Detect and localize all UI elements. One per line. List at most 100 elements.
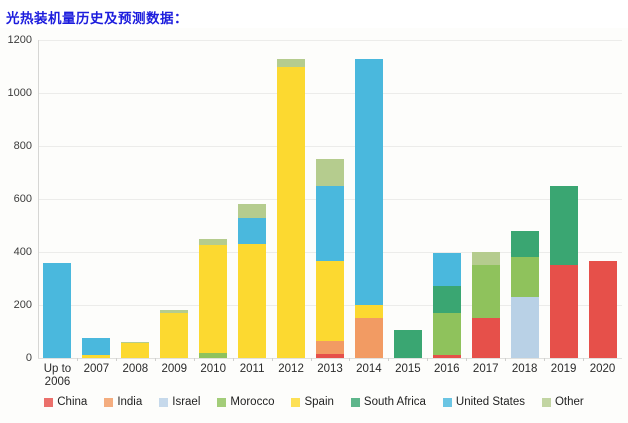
bar-2011 <box>238 40 267 358</box>
x-axis-label: 2020 <box>589 363 616 375</box>
bar-segment-china <box>316 354 344 358</box>
x-tick <box>271 358 273 361</box>
x-tick <box>583 358 585 361</box>
bar-segment-spain <box>354 305 383 319</box>
bar-segment-morocco <box>432 312 461 356</box>
x-tick <box>193 358 195 361</box>
bar-segment-morocco <box>199 352 228 358</box>
legend-item-spain: Spain <box>291 396 334 408</box>
legend-label: Other <box>554 396 584 408</box>
y-axis-line <box>38 40 39 358</box>
gridline-1000 <box>38 93 622 94</box>
legend-item-china: China <box>44 396 87 408</box>
bar-segment-israel <box>510 297 539 358</box>
bar-2017 <box>471 40 500 358</box>
x-tick <box>544 358 546 361</box>
x-tick <box>310 358 312 361</box>
legend-label: India <box>117 396 143 408</box>
legend-swatch-icon <box>44 397 54 407</box>
bar-segment-other <box>121 342 150 344</box>
bar-segment-other <box>277 58 306 67</box>
bar-2013 <box>316 40 344 358</box>
bar-segment-spain <box>316 261 344 341</box>
plot-area: 0 200 400 600 800 1000 1200 Up to 2006 2007 2008 2… <box>8 34 622 388</box>
bar-segment-south-africa <box>393 330 422 358</box>
bar-2020 <box>588 40 617 358</box>
bar-segment-south-africa <box>549 185 578 266</box>
bar-segment-china <box>471 318 500 358</box>
bar-2014 <box>354 40 383 358</box>
bar-segment-spain <box>82 355 111 358</box>
y-tick-label: 1000 <box>7 87 32 99</box>
x-tick <box>154 358 156 361</box>
bar-2018 <box>510 40 539 358</box>
bar-segment-other <box>160 310 189 313</box>
bar-segment-united-states <box>43 262 72 358</box>
x-axis-label: 2015 <box>395 363 421 375</box>
bar-segment-spain <box>199 245 228 353</box>
x-axis-label: 2007 <box>83 363 110 375</box>
bar-up-to-2006 <box>43 40 72 358</box>
y-tick-label: 0 <box>25 352 32 364</box>
x-axis-label: 2018 <box>511 363 538 375</box>
gridline-1200 <box>38 40 622 41</box>
legend-label: Israel <box>172 396 201 408</box>
x-axis-label: 2009 <box>161 363 188 375</box>
x-axis-label: 2019 <box>550 363 577 375</box>
bar-segment-spain <box>121 343 150 358</box>
legend-label: Morocco <box>230 396 275 408</box>
x-tick <box>76 358 78 361</box>
x-tick <box>466 358 468 361</box>
legend-item-morocco: Morocco <box>217 396 274 408</box>
bar-segment-spain <box>277 66 306 358</box>
bar-2015 <box>393 40 422 358</box>
legend-swatch-icon <box>104 397 114 407</box>
legend-swatch-icon <box>217 397 227 407</box>
x-axis-label: 2014 <box>356 363 382 375</box>
bar-segment-other <box>471 252 500 266</box>
x-axis-label: Up to 2006 <box>43 363 72 388</box>
x-axis-label: 2016 <box>434 363 460 375</box>
legend-label: South Africa <box>363 396 426 408</box>
legend-swatch-icon <box>291 397 301 407</box>
bar-2007 <box>82 40 111 358</box>
x-tick <box>115 358 117 361</box>
legend-item-united-states: United States <box>442 396 525 408</box>
page-title: 光热装机量历史及预测数据： <box>6 11 188 26</box>
x-axis-label: 2011 <box>239 363 265 375</box>
legend-label: China <box>57 396 88 408</box>
legend-swatch-icon <box>159 397 169 407</box>
bar-segment-south-africa <box>510 230 539 258</box>
x-tick <box>388 358 390 361</box>
x-tick <box>232 358 234 361</box>
legend-item-south-africa: South Africa <box>350 396 426 408</box>
x-axis-label: 2012 <box>278 363 304 375</box>
y-tick-label: 1200 <box>7 34 32 46</box>
legend-swatch-icon <box>350 397 360 407</box>
bar-2016 <box>432 40 461 358</box>
bar-2019 <box>549 40 578 358</box>
x-tick <box>505 358 507 361</box>
gridline-800 <box>38 146 622 147</box>
bar-segment-other <box>238 204 267 218</box>
y-tick-label: 400 <box>13 246 32 258</box>
bar-segment-india <box>316 340 344 355</box>
y-tick-label: 800 <box>13 140 32 152</box>
bar-segment-spain <box>238 244 267 358</box>
y-tick-label: 200 <box>13 299 32 311</box>
legend-item-other: Other <box>541 396 584 408</box>
bar-segment-united-states <box>354 58 383 305</box>
x-axis-label: 2010 <box>200 363 226 375</box>
chart-legend: China India Israel Morocco Spain South Africa… <box>0 396 628 408</box>
bar-segment-united-states <box>316 185 344 262</box>
y-tick-label: 600 <box>13 193 32 205</box>
bar-segment-morocco <box>471 265 500 319</box>
x-axis-label: 2008 <box>122 363 149 375</box>
bar-2009 <box>160 40 189 358</box>
bar-segment-spain <box>160 312 189 358</box>
x-axis-label: 2013 <box>317 363 343 375</box>
csp-capacity-chart: 0 200 400 600 800 1000 1200 Up to 2006 2007 2008 2… <box>0 28 628 423</box>
legend-item-israel: Israel <box>159 396 200 408</box>
bar-segment-india <box>354 318 383 358</box>
